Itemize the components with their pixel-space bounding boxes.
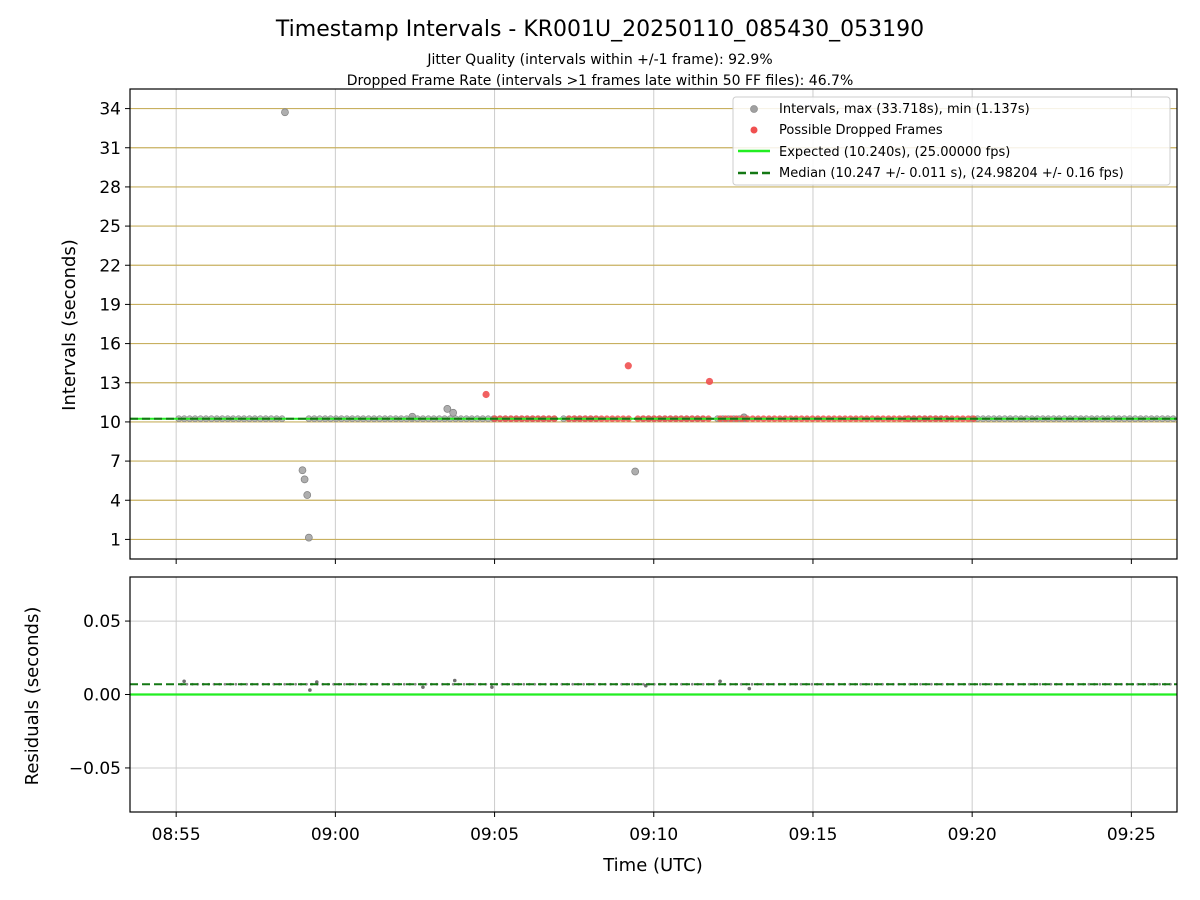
residual-point	[929, 682, 933, 686]
interval-outlier-point	[303, 491, 312, 499]
residual-point	[413, 682, 417, 686]
top-y-tick-label: 25	[99, 217, 121, 237]
chart-subtitle-jitter: Jitter Quality (intervals within +/-1 fr…	[426, 52, 772, 68]
top-y-tick-label: 16	[99, 335, 121, 355]
x-axis-label: Time (UTC)	[602, 855, 703, 876]
legend-label-expected: Expected (10.240s), (25.00000 fps)	[779, 145, 1010, 160]
residual-point	[690, 682, 694, 686]
residual-point	[761, 682, 765, 686]
residual-point	[1027, 682, 1031, 686]
top-y-tick-label: 31	[99, 139, 121, 159]
bottom-plot-frame	[129, 576, 1178, 813]
residual-point	[641, 682, 645, 686]
residual-point	[283, 682, 287, 686]
residual-point	[451, 682, 455, 686]
top-y-tick-label: 4	[110, 491, 121, 511]
residual-point	[294, 682, 297, 686]
residual-point	[870, 682, 873, 686]
residual-point	[402, 682, 406, 686]
residual-point	[571, 682, 575, 686]
top-y-tick-label: 13	[99, 374, 121, 394]
residual-point	[739, 682, 743, 686]
interval-outlier-point	[443, 405, 452, 413]
legend-label-median: Median (10.247 +/- 0.011 s), (24.98204 +…	[779, 166, 1124, 181]
residual-outlier-point	[718, 679, 722, 684]
residual-outlier-point	[452, 678, 457, 683]
legend-label-dropped: Possible Dropped Frames	[779, 123, 943, 138]
top-y-tick-label: 1	[110, 530, 121, 550]
residual-point	[1147, 682, 1151, 686]
legend-marker-intervals	[750, 105, 758, 113]
dropped-frame-outlier-point	[482, 390, 490, 399]
x-tick-label: 09:20	[948, 825, 997, 845]
interval-outlier-point	[631, 467, 640, 476]
legend-label-intervals: Intervals, max (33.718s), min (1.137s)	[779, 102, 1030, 117]
residual-point	[1049, 682, 1053, 686]
x-tick-label: 09:15	[788, 825, 837, 845]
residual-point	[989, 682, 993, 686]
residual-outlier-point	[747, 686, 752, 691]
residual-point	[234, 682, 238, 686]
x-tick-label: 09:00	[311, 825, 360, 845]
residual-outlier-point	[421, 685, 425, 689]
intervals-plot: 1 4 7 10 13 16 19 22 25 28 31 34	[99, 88, 1178, 564]
legend: Intervals, max (33.718s), min (1.137s) P…	[732, 96, 1171, 186]
interval-outlier-point	[298, 466, 307, 475]
residual-point	[223, 682, 227, 686]
residual-point	[1098, 682, 1102, 686]
interval-outlier-point	[449, 408, 458, 417]
residual-point	[353, 682, 357, 686]
residual-outlier-point	[182, 679, 186, 684]
x-tick-label: 09:05	[470, 825, 519, 845]
residuals-plot: 08:55 09:00 09:05 09:10 09:15 09:20 09:25 −0.05…	[69, 576, 1178, 845]
residual-point	[978, 682, 982, 686]
residual-point	[919, 682, 922, 686]
residual-point	[185, 682, 189, 686]
top-y-tick-label: 10	[99, 413, 121, 433]
residual-point	[810, 682, 814, 686]
residual-point	[631, 682, 634, 686]
top-y-tick-label: 28	[99, 178, 121, 198]
residual-point	[701, 682, 705, 686]
residual-point	[343, 682, 346, 686]
x-tick-label: 08:55	[152, 825, 201, 845]
residual-point	[799, 682, 803, 686]
residual-point	[859, 682, 863, 686]
residual-point	[522, 682, 526, 686]
bottom-y-tick-label: 0.05	[83, 612, 121, 632]
residual-point	[473, 682, 477, 686]
top-y-tick-label: 22	[99, 256, 121, 276]
residual-point	[1038, 682, 1042, 686]
residual-point	[750, 682, 754, 686]
interval-outlier-point	[300, 475, 309, 484]
top-y-tick-label: 7	[110, 452, 121, 472]
residual-outlier-point	[314, 680, 319, 684]
residual-point	[582, 682, 585, 686]
bottom-y-axis-label: Residuals (seconds)	[22, 607, 43, 786]
residual-point	[462, 682, 466, 686]
residual-outlier-point	[490, 685, 494, 689]
top-y-axis-label: Intervals (seconds)	[59, 239, 80, 411]
legend-marker-dropped	[750, 126, 758, 134]
legend-box	[732, 96, 1171, 186]
dropped-frame-outlier-point	[705, 377, 714, 386]
bottom-y-tick-label: −0.05	[69, 759, 121, 779]
bottom-y-tick-label: 0.00	[83, 686, 121, 706]
residual-outlier-point	[308, 688, 312, 692]
dropped-frame-outlier-point	[624, 362, 632, 370]
x-tick-label: 09:25	[1107, 825, 1156, 845]
interval-outlier-point	[304, 533, 313, 542]
top-y-tick-label: 34	[99, 100, 121, 120]
residual-point	[1158, 682, 1161, 686]
x-tick-label: 09:10	[629, 825, 678, 845]
residual-point	[1087, 682, 1091, 686]
chart-subtitle-dropped: Dropped Frame Rate (intervals >1 frames …	[347, 73, 854, 89]
chart-title: Timestamp Intervals - KR001U_20250110_08…	[275, 17, 924, 42]
top-y-tick-label: 19	[99, 295, 121, 315]
interval-outlier-point	[281, 108, 289, 117]
top-plot-frame	[129, 88, 1178, 560]
residual-point	[511, 682, 515, 686]
